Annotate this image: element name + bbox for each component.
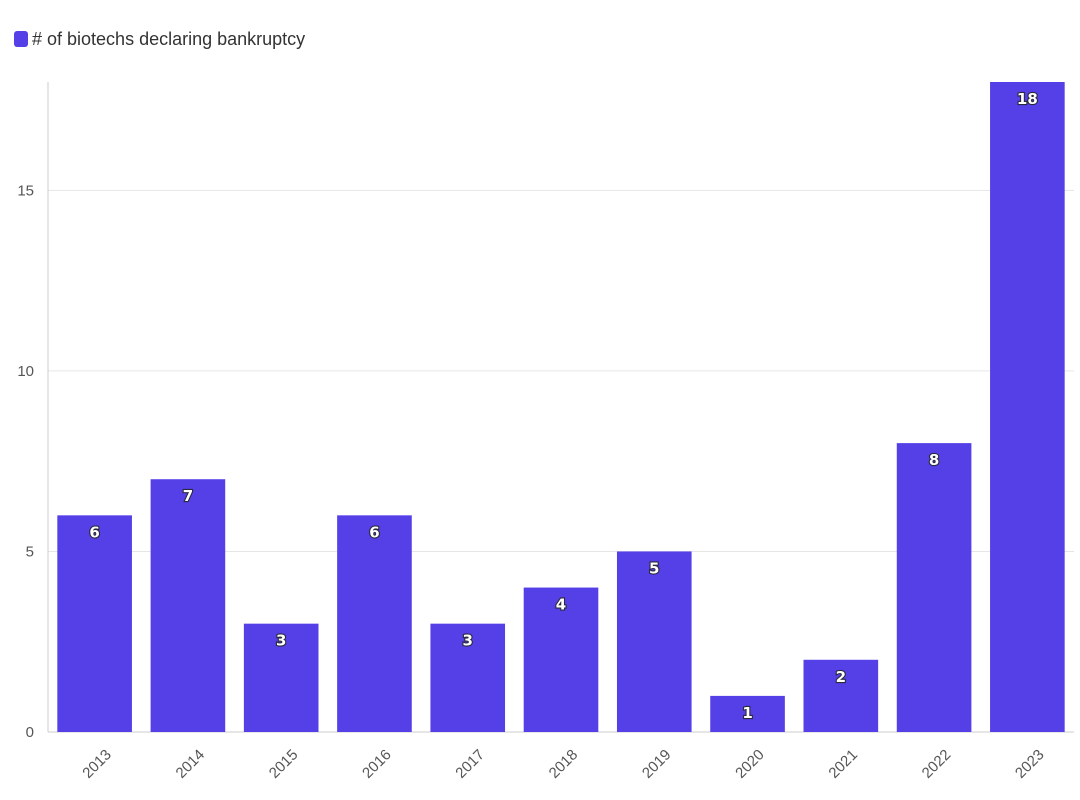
data-label-2022: 8 [929,451,939,469]
bar-2015[interactable] [243,623,319,732]
data-label-2014: 7 [183,487,193,505]
bar-2021[interactable] [803,659,879,732]
y-tick-label: 0 [26,724,34,741]
bar-2020[interactable] [710,695,785,732]
bar-2017[interactable] [430,623,506,732]
bar-2022[interactable] [896,443,972,732]
data-label-2016: 6 [369,523,379,541]
x-tick-label: 2013 [79,746,115,782]
data-label-2019: 5 [649,559,659,577]
bar-2013[interactable] [57,515,132,732]
x-tick-label: 2019 [639,746,675,782]
data-label-2013: 6 [89,523,99,541]
data-label-2021: 2 [836,668,846,686]
x-tick-label: 2020 [732,746,768,782]
legend-swatch [14,31,28,47]
x-tick-label: 2022 [919,746,955,782]
data-label-2023: 18 [1017,90,1038,108]
x-tick-label: 2023 [1012,746,1048,782]
x-tick-label: 2014 [173,746,209,782]
data-label-2017: 3 [463,632,473,650]
bar-2023[interactable] [990,82,1065,732]
bar-2016[interactable] [337,515,412,732]
bars [57,82,1065,732]
bar-2018[interactable] [523,587,599,732]
bar-2019[interactable] [616,551,692,732]
x-axis-ticks: 2013 2014 2015 2016 2017 2018 2019 2020 2021 2022… [79,746,1047,782]
y-tick-label: 10 [17,363,34,380]
x-tick-label: 2016 [359,746,395,782]
chart-legend: # of biotechs declaring bankruptcy [14,28,305,50]
x-tick-label: 2021 [825,746,861,782]
x-tick-label: 2017 [452,746,488,782]
x-tick-label: 2015 [266,746,302,782]
data-labels: 6 7 3 6 3 4 5 1 2 8 18 [88,89,1039,723]
y-tick-label: 15 [17,182,34,199]
y-axis-ticks: 0 5 10 15 [17,182,34,741]
legend-label: # of biotechs declaring bankruptcy [32,28,306,49]
data-label-2015: 3 [276,632,286,650]
data-label-2018: 4 [556,596,566,614]
x-tick-label: 2018 [546,746,582,782]
y-tick-label: 5 [26,543,34,560]
bar-2014[interactable] [150,479,226,732]
data-label-2020: 1 [742,704,752,722]
